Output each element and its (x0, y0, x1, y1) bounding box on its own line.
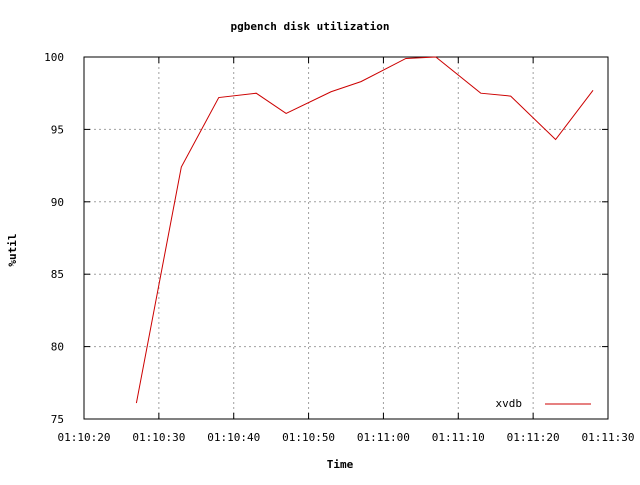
series-layer (135, 56, 594, 404)
x-tick-label: 01:10:40 (207, 431, 260, 444)
y-tick-label: 90 (51, 196, 64, 209)
x-tick-label: 01:11:10 (432, 431, 485, 444)
y-axis-label: %util (6, 233, 19, 266)
y-tick-label: 85 (51, 268, 64, 281)
axis-ticks: 01:10:20 01:10:30 01:10:40 01:10:50 01:11:00… (44, 51, 634, 444)
x-tick-label: 01:11:00 (357, 431, 410, 444)
x-tick-label: 01:10:20 (58, 431, 111, 444)
y-tick-label: 100 (44, 51, 64, 64)
x-tick-label: 01:10:50 (282, 431, 335, 444)
y-tick-label: 75 (51, 413, 64, 426)
y-tick-label: 95 (51, 123, 64, 136)
plot-frame (83, 56, 609, 420)
x-tick-label: 01:10:30 (132, 431, 185, 444)
legend-label: xvdb (496, 397, 523, 410)
legend: xvdb (496, 397, 591, 410)
series-line-xvdb (135, 56, 594, 404)
x-axis-label: Time (327, 458, 354, 471)
chart-title: pgbench disk utilization (231, 20, 390, 33)
x-tick-label: 01:11:30 (582, 431, 635, 444)
y-tick-label: 80 (51, 341, 64, 354)
x-tick-label: 01:11:20 (507, 431, 560, 444)
